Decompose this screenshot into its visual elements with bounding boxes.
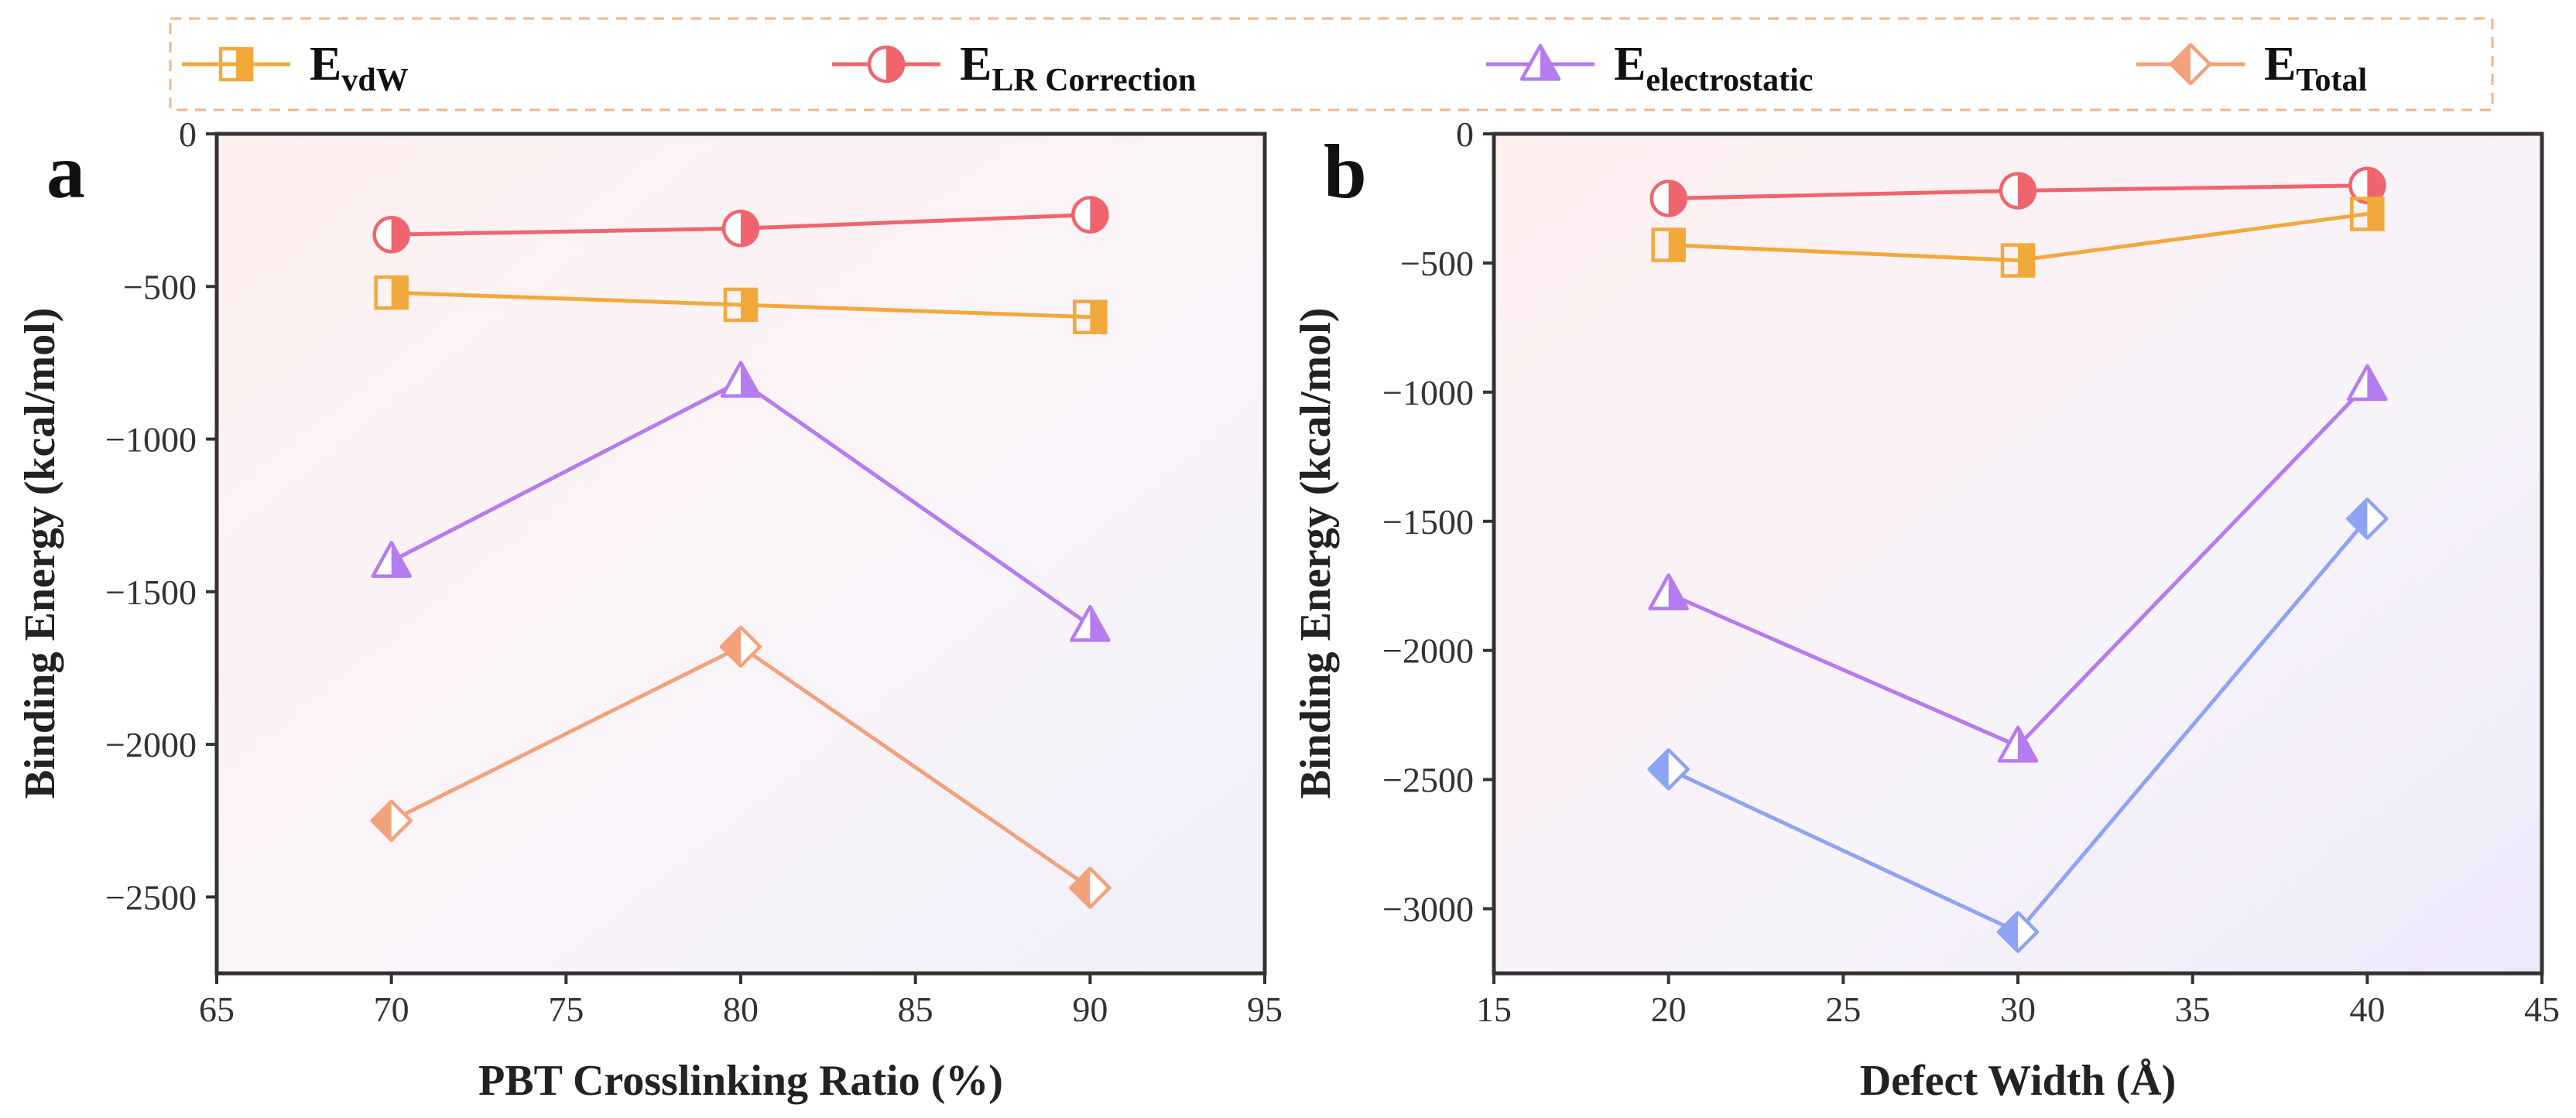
plot-background-a bbox=[217, 134, 1265, 973]
y-tick-label-b-6: −3000 bbox=[1382, 890, 1474, 929]
point-a-elec-1 bbox=[720, 361, 762, 398]
legend-marker-symbol-lr bbox=[867, 45, 906, 84]
legend: EvdW ELR Correction Eelectrostatic ETota… bbox=[169, 17, 2494, 111]
legend-label-lr-correction: ELR Correction bbox=[960, 38, 1196, 98]
legend-frame bbox=[169, 17, 2494, 111]
legend-entry-total: ETotal bbox=[2136, 38, 2367, 98]
x-tick-label-b-5: 40 bbox=[2349, 990, 2385, 1029]
x-tick-label-a-4: 85 bbox=[898, 990, 933, 1029]
panel-letter-a: a bbox=[46, 128, 85, 214]
point-a-vdw-1 bbox=[723, 287, 759, 323]
y-tick-label-b-5: −2500 bbox=[1382, 761, 1474, 800]
y-axis-title-b: Binding Energy (kcal/mol) bbox=[1292, 308, 1340, 799]
point-b-vdw-0 bbox=[1651, 227, 1686, 262]
y-tick-label-a-0: 0 bbox=[179, 115, 197, 154]
panel-letter-b: b bbox=[1324, 128, 1367, 214]
legend-marker-symbol-vdw bbox=[218, 46, 254, 82]
x-tick-label-a-6: 95 bbox=[1247, 990, 1283, 1029]
point-b-vdw-2 bbox=[2350, 197, 2385, 231]
y-tick-label-a-2: −1000 bbox=[105, 420, 197, 460]
legend-label-total: ETotal bbox=[2264, 38, 2367, 98]
point-b-lr-1 bbox=[1999, 172, 2037, 210]
x-tick-label-b-6: 45 bbox=[2524, 990, 2560, 1029]
x-tick-label-b-0: 15 bbox=[1476, 990, 1512, 1029]
point-b-total-0 bbox=[1647, 748, 1690, 791]
point-a-total-0 bbox=[370, 799, 413, 842]
legend-marker-total bbox=[2136, 43, 2245, 86]
x-tick-label-a-2: 75 bbox=[548, 990, 584, 1029]
point-a-elec-0 bbox=[371, 541, 412, 578]
point-a-elec-2 bbox=[1070, 604, 1111, 642]
point-b-lr-0 bbox=[1649, 179, 1687, 217]
point-b-elec-1 bbox=[1997, 725, 2039, 763]
x-tick-label-b-2: 25 bbox=[1825, 990, 1861, 1029]
legend-marker-lr-correction bbox=[832, 45, 940, 84]
point-a-total-2 bbox=[1069, 867, 1112, 909]
y-tick-label-b-3: −1500 bbox=[1382, 502, 1474, 542]
point-b-elec-0 bbox=[1648, 573, 1689, 610]
legend-marker-symbol-elec bbox=[1519, 43, 1561, 81]
legend-entry-electrostatic: Eelectrostatic bbox=[1486, 38, 1813, 98]
y-tick-label-b-2: −1000 bbox=[1382, 373, 1474, 412]
x-tick-label-a-5: 90 bbox=[1072, 990, 1108, 1029]
point-b-total-1 bbox=[1996, 911, 2040, 953]
x-axis-title-b: Defect Width (Å) bbox=[1860, 1057, 2177, 1105]
point-a-vdw-2 bbox=[1073, 299, 1108, 334]
x-tick-label-b-3: 30 bbox=[2000, 990, 2036, 1029]
legend-marker-symbol-total bbox=[2169, 43, 2212, 86]
plot-frame-b bbox=[1492, 132, 2544, 976]
y-tick-label-b-4: −2000 bbox=[1382, 631, 1474, 671]
x-tick-label-a-1: 70 bbox=[374, 990, 409, 1029]
y-tick-label-a-5: −2500 bbox=[105, 877, 197, 917]
x-tick-label-a-0: 65 bbox=[199, 990, 235, 1029]
point-a-lr-2 bbox=[1071, 196, 1109, 234]
legend-label-vdw: EvdW bbox=[310, 38, 409, 98]
point-b-total-2 bbox=[2346, 497, 2389, 540]
point-a-lr-1 bbox=[721, 210, 760, 248]
point-b-vdw-1 bbox=[2000, 243, 2036, 278]
legend-entry-vdw: EvdW bbox=[182, 38, 409, 98]
y-tick-label-a-1: −500 bbox=[123, 267, 197, 306]
plot-a: 65 70 75 80 85 90 95 0 −500 −1000 −1500 −2000 −2500 bbox=[105, 115, 1283, 1029]
x-axis-title-a: PBT Crosslinking Ratio (%) bbox=[478, 1057, 1003, 1105]
point-a-total-1 bbox=[719, 625, 762, 668]
x-tick-label-b-1: 20 bbox=[1651, 990, 1687, 1029]
x-tick-label-a-3: 80 bbox=[723, 990, 759, 1029]
y-axis-title-a: Binding Energy (kcal/mol) bbox=[16, 308, 64, 799]
x-tick-label-b-4: 35 bbox=[2175, 990, 2211, 1029]
panel-b: 15 20 25 30 35 40 45 0 −500 −1000 −1500 −2000 −2500 −… bbox=[1292, 115, 2560, 1105]
legend-label-electrostatic: Eelectrostatic bbox=[1614, 38, 1813, 98]
point-a-lr-0 bbox=[372, 215, 410, 254]
y-tick-label-b-1: −500 bbox=[1400, 244, 1474, 283]
legend-marker-vdw bbox=[182, 46, 290, 82]
y-tick-label-a-4: −2000 bbox=[105, 725, 197, 764]
legend-entry-lr-correction: ELR Correction bbox=[832, 38, 1196, 98]
point-a-vdw-0 bbox=[374, 275, 409, 310]
point-b-elec-2 bbox=[2347, 364, 2388, 402]
legend-marker-electrostatic bbox=[1486, 43, 1595, 81]
plot-frame-a bbox=[214, 132, 1267, 976]
y-tick-label-a-3: −1500 bbox=[105, 573, 197, 612]
y-tick-label-b-0: 0 bbox=[1456, 115, 1474, 154]
panel-a: 65 70 75 80 85 90 950−500−1000−1500−2000−2500 … bbox=[16, 115, 1283, 1105]
